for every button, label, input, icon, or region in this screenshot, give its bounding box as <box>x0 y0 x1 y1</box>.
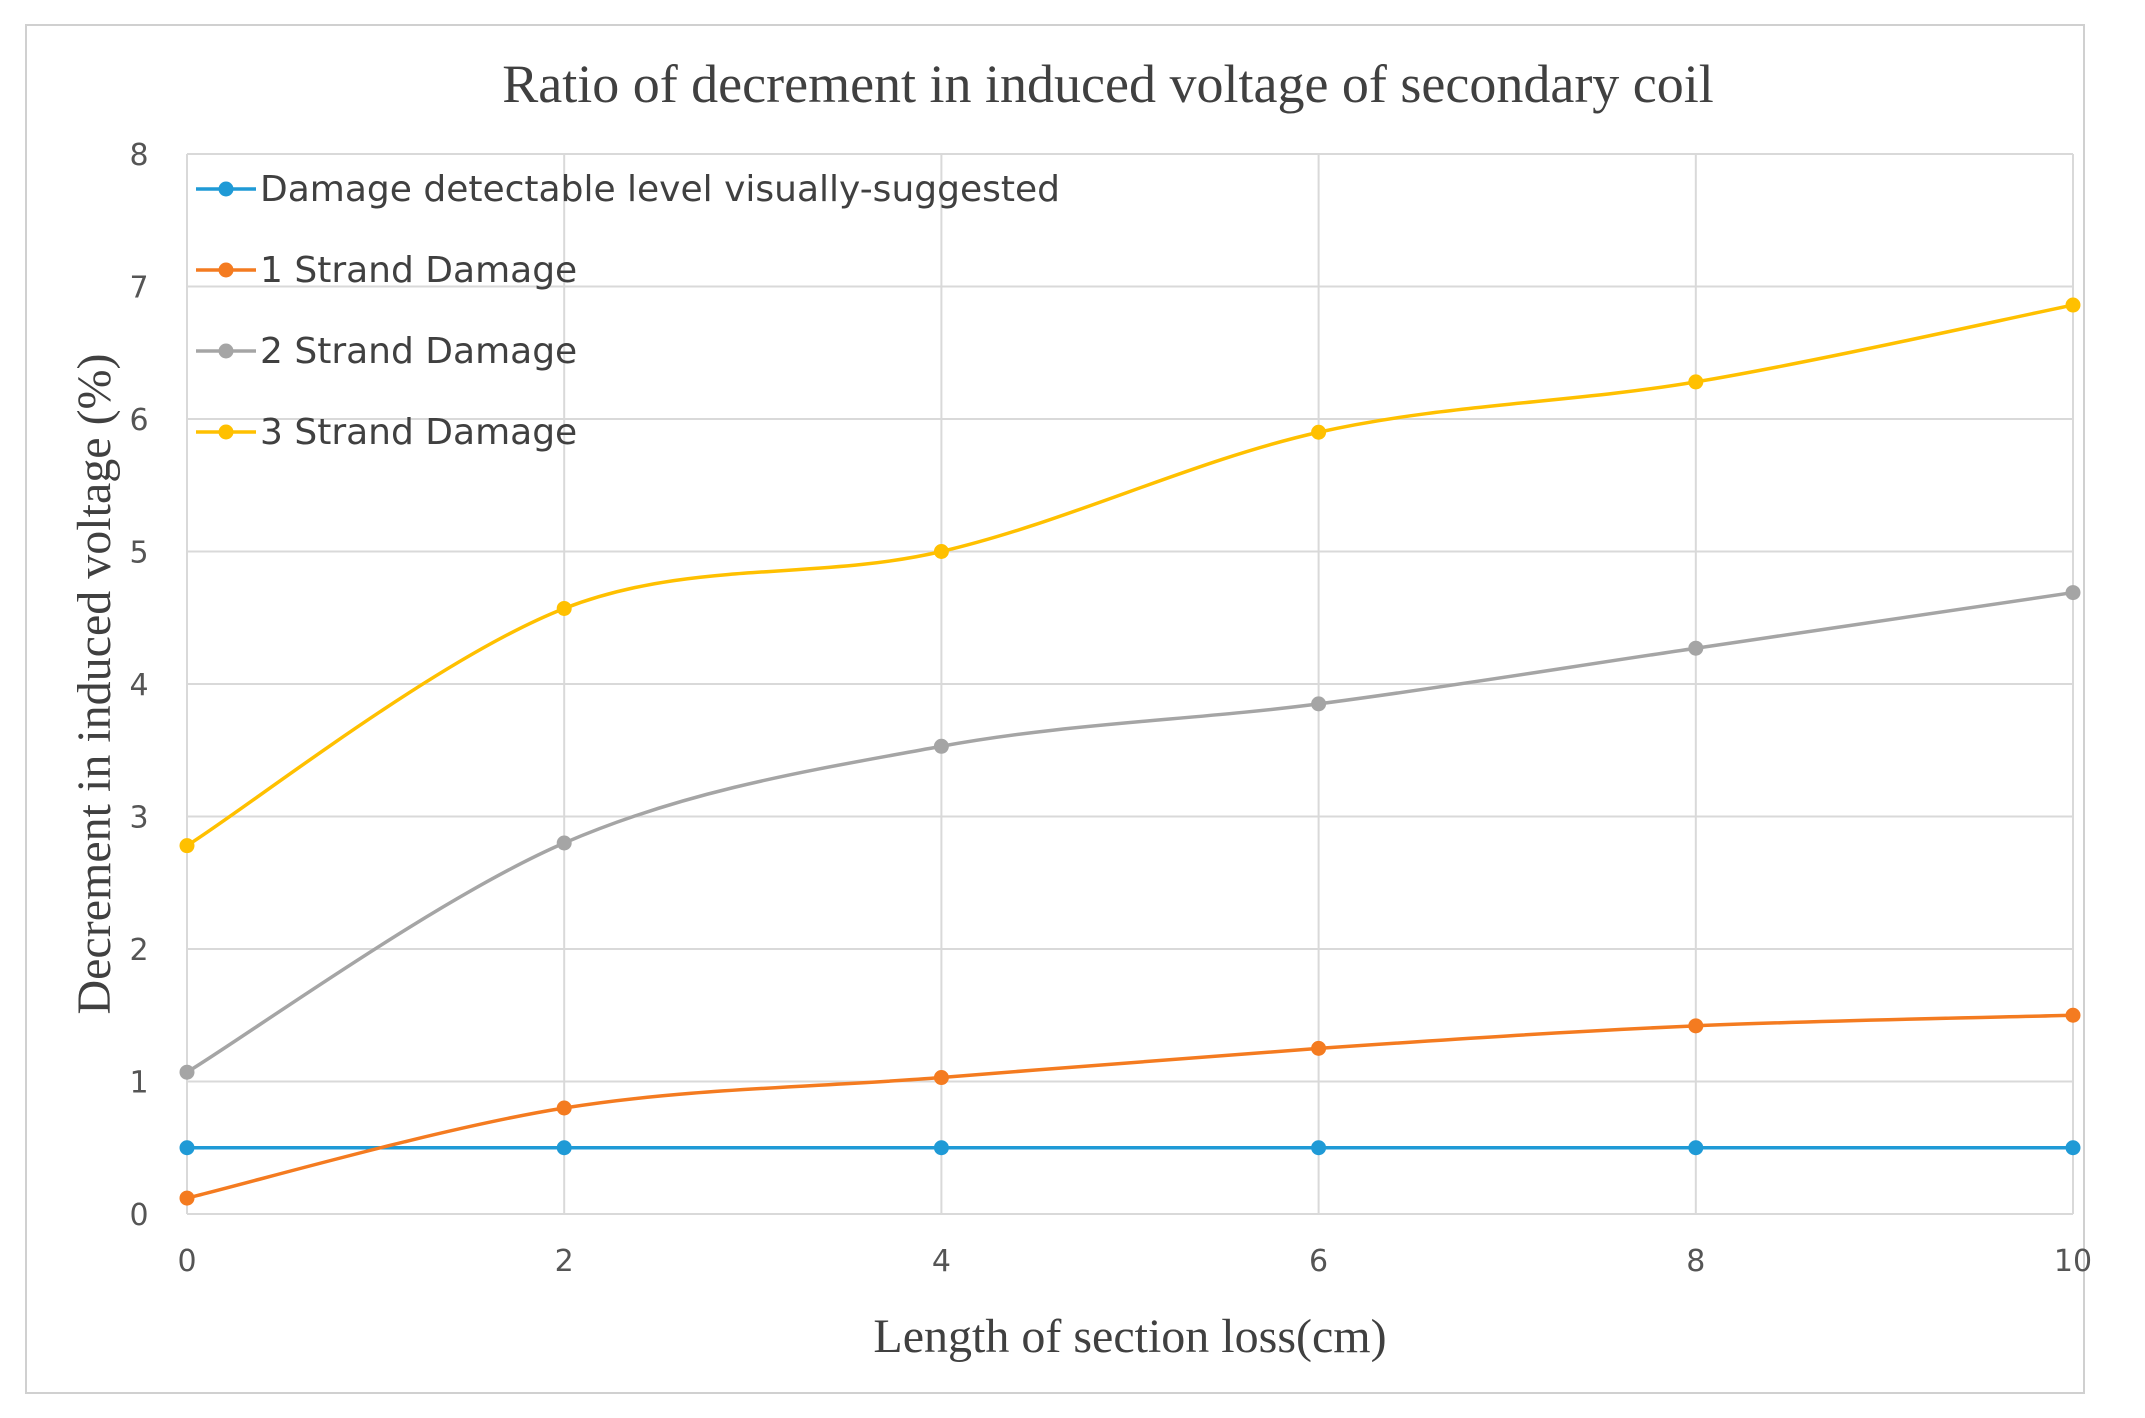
series-4-point <box>556 600 572 616</box>
chart-title: Ratio of decrement in induced voltage of… <box>502 54 1714 114</box>
y-tick-label: 0 <box>129 1198 148 1233</box>
y-axis-label: Decrement in induced voltage (%) <box>68 353 121 1014</box>
series-2-point <box>556 1100 572 1116</box>
legend-marker <box>218 343 234 359</box>
y-tick-label: 8 <box>129 138 148 173</box>
series-1-point <box>1311 1140 1327 1156</box>
y-tick-label: 1 <box>129 1066 148 1101</box>
x-tick-label: 10 <box>2054 1244 2092 1279</box>
y-tick-label: 4 <box>129 668 148 703</box>
legend-marker <box>218 181 234 197</box>
y-tick-label: 5 <box>129 536 148 571</box>
series-2-point <box>933 1070 949 1086</box>
legend-label: 3 Strand Damage <box>260 412 577 453</box>
y-tick-label: 6 <box>129 403 148 438</box>
y-tick-label: 3 <box>129 801 148 836</box>
series-4-point <box>2065 297 2081 313</box>
legend-marker <box>218 262 234 278</box>
series-4-point <box>179 838 195 854</box>
series-3-point <box>1688 640 1704 656</box>
legend-label: Damage detectable level visually-suggest… <box>260 169 1060 210</box>
y-tick-label: 7 <box>129 271 148 306</box>
legend-label: 2 Strand Damage <box>260 331 577 372</box>
series-2-point <box>1311 1040 1327 1056</box>
y-tick-label: 2 <box>129 933 148 968</box>
x-tick-label: 8 <box>1686 1244 1705 1279</box>
series-3-point <box>2065 585 2081 601</box>
chart-frame <box>25 24 2085 1394</box>
series-1-point <box>1688 1140 1704 1156</box>
series-4-point <box>1311 424 1327 440</box>
series-4-point <box>1688 374 1704 390</box>
series-3-point <box>933 738 949 754</box>
series-2-point <box>1688 1018 1704 1034</box>
x-tick-label: 4 <box>932 1244 951 1279</box>
legend-marker <box>218 424 234 440</box>
series-1-point <box>556 1140 572 1156</box>
series-line-4 <box>186 303 2074 848</box>
x-tick-label: 0 <box>177 1244 196 1279</box>
series-line-2 <box>186 1013 2074 1200</box>
series-4-point <box>933 544 949 559</box>
series-3-point <box>1311 696 1327 712</box>
x-axis-label: Length of section loss(cm) <box>873 1310 1386 1363</box>
series-3-point <box>556 835 572 851</box>
series-3-point <box>179 1064 195 1080</box>
x-tick-label: 6 <box>1309 1244 1328 1279</box>
series-line-3 <box>186 590 2074 1074</box>
series-2-point <box>2065 1007 2081 1023</box>
series-1-point <box>179 1140 195 1156</box>
series-1-point <box>933 1140 949 1156</box>
series-2-point <box>179 1190 195 1206</box>
series-1-point <box>2065 1140 2081 1156</box>
legend-label: 1 Strand Damage <box>260 250 577 291</box>
x-tick-label: 2 <box>555 1244 574 1279</box>
